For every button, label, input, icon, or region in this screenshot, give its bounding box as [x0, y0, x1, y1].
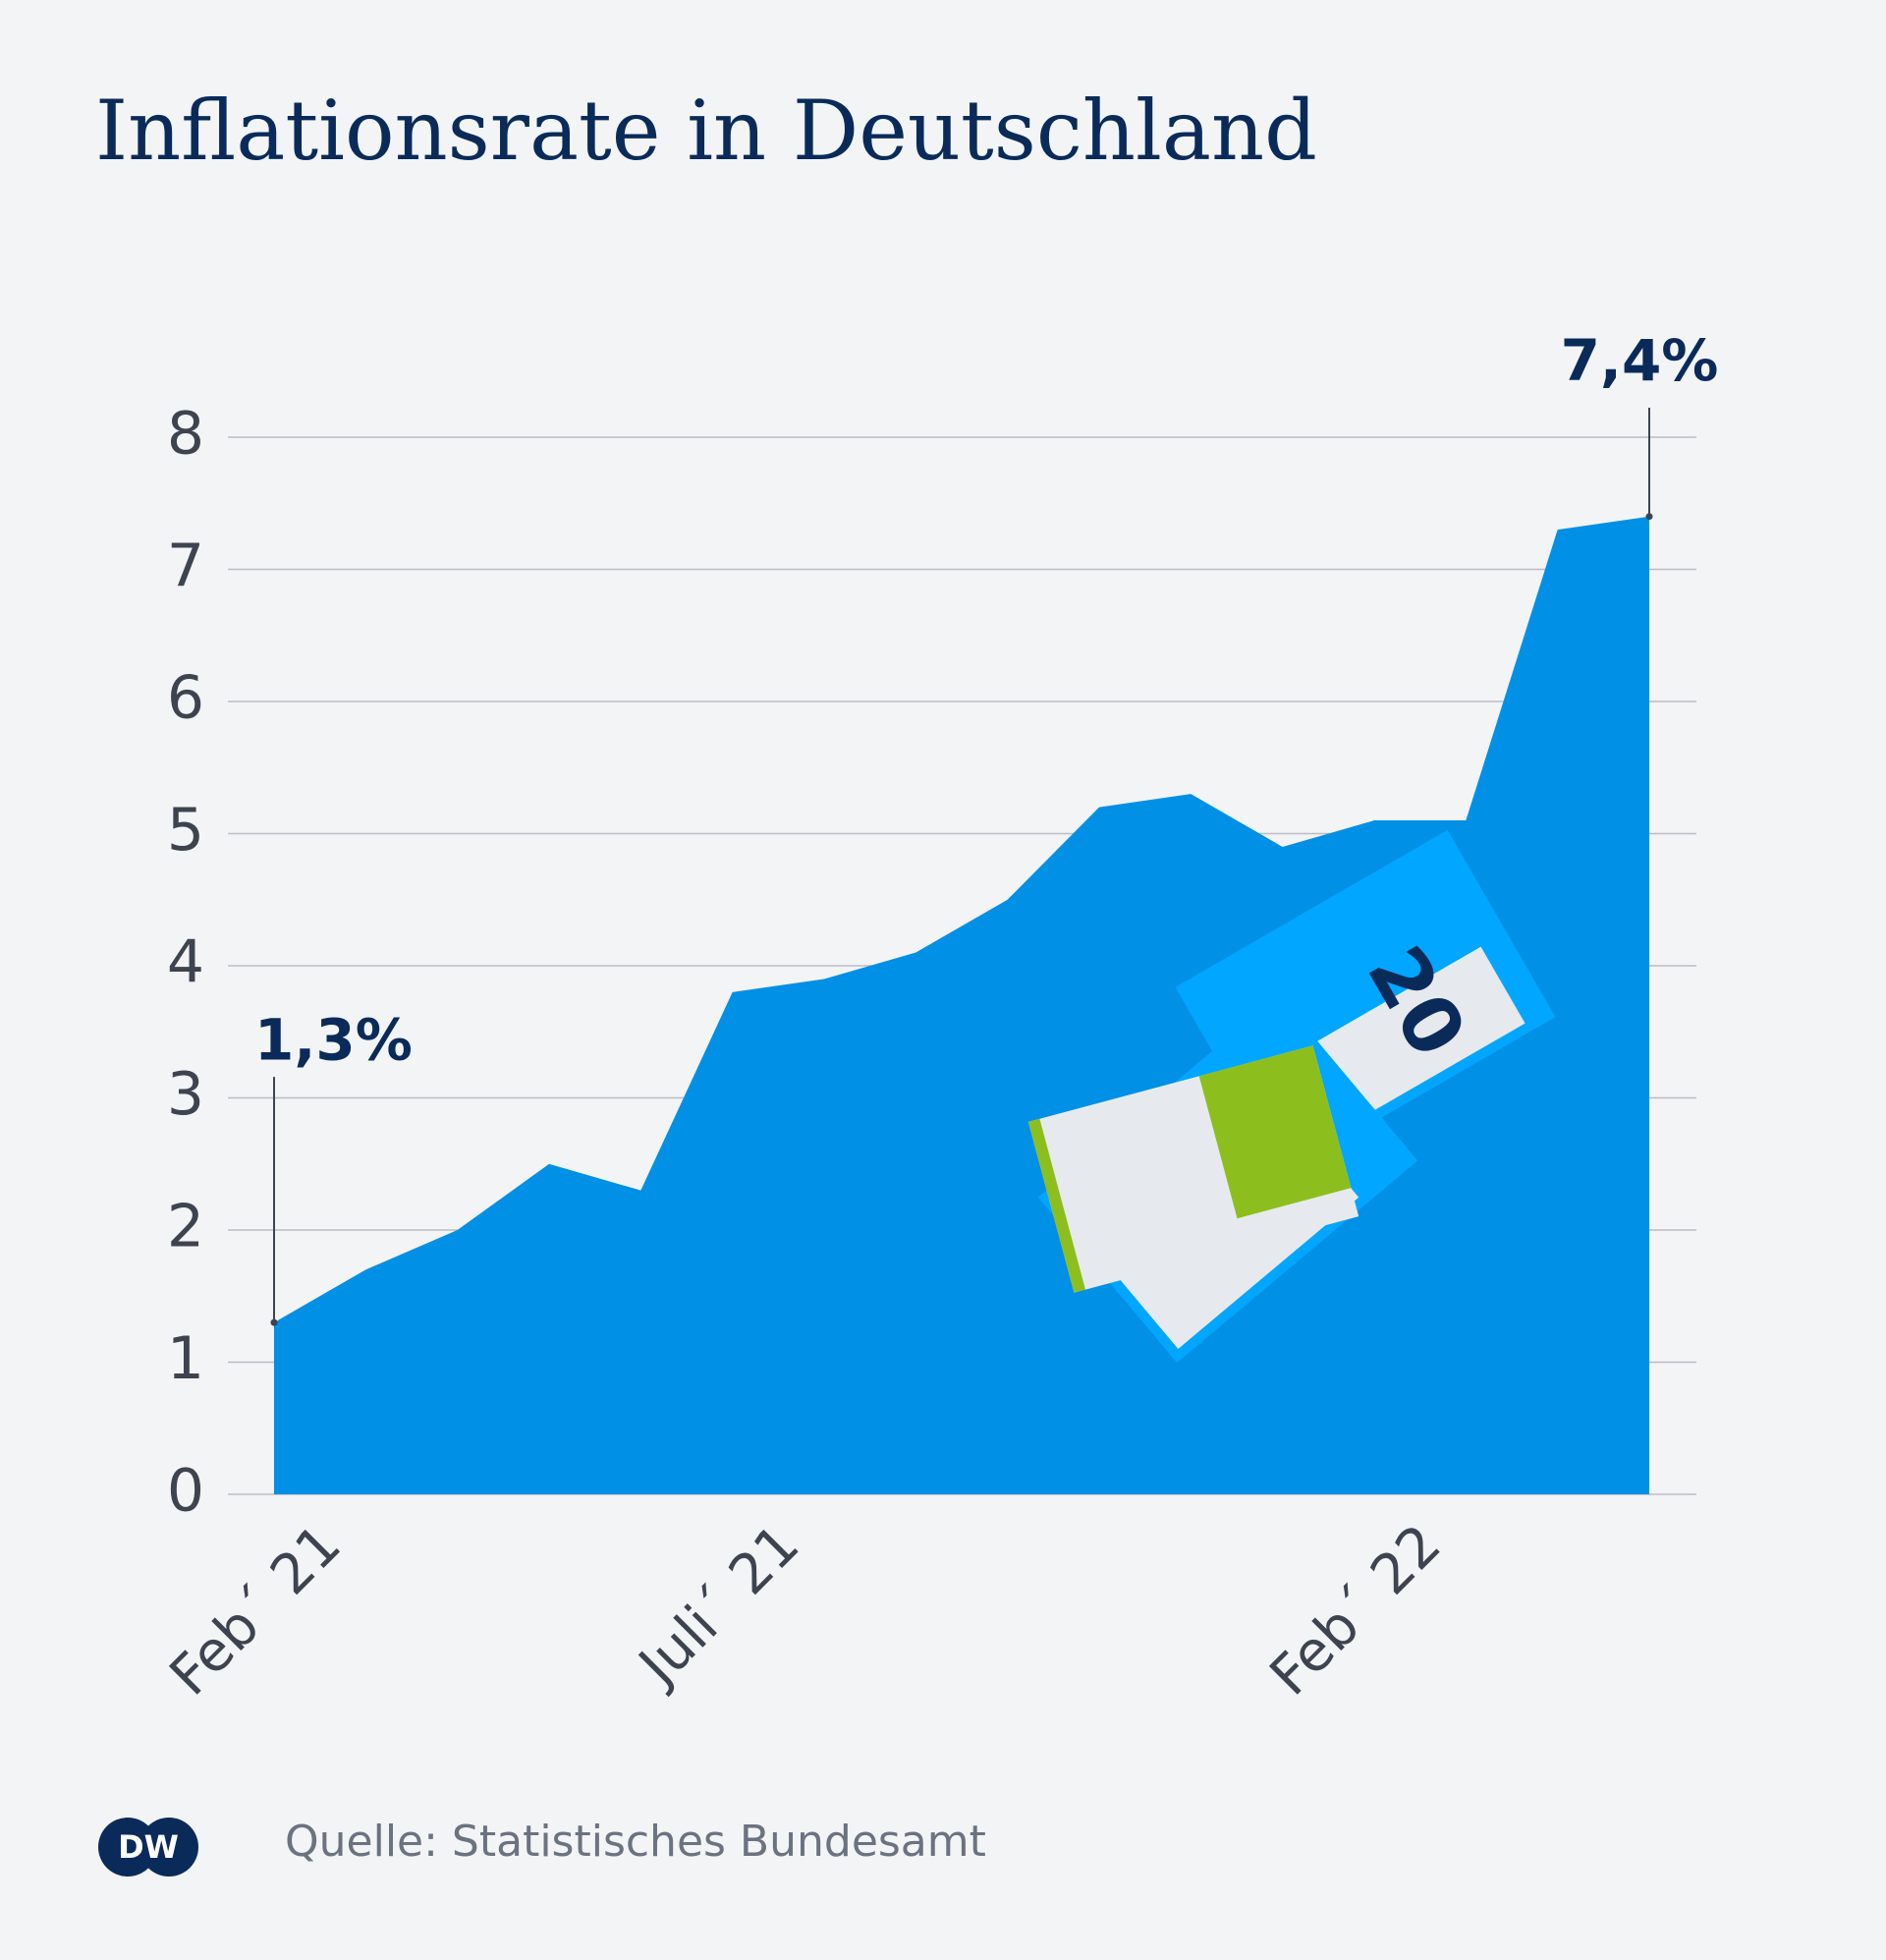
y-tick-label: 1: [167, 1324, 204, 1393]
y-tick-label: 8: [167, 400, 204, 469]
banknotes: 20: [1027, 829, 1556, 1364]
logo-circle: [98, 1818, 157, 1876]
source: Quelle: Statistisches Bundesamt: [285, 1817, 986, 1867]
y-tick-label: 0: [167, 1457, 204, 1526]
logo: DW: [118, 1828, 179, 1866]
value-label: 1,3%: [254, 1006, 413, 1073]
chart-title: Inflationsrate in Deutschland: [95, 83, 1317, 179]
y-tick-label: 2: [167, 1193, 204, 1261]
y-tick-label: 3: [167, 1060, 204, 1129]
annotation-dot: [270, 1318, 278, 1326]
annotation-dot: [1645, 513, 1653, 521]
y-tick-label: 5: [167, 796, 204, 865]
annotations: 1,3% 7,4%: [254, 327, 1718, 1326]
value-label: 7,4%: [1561, 327, 1719, 394]
y-tick-label: 6: [167, 664, 204, 733]
y-tick-label: 7: [167, 532, 204, 600]
y-tick-label: 4: [167, 928, 204, 997]
logo-circle: [139, 1818, 198, 1876]
